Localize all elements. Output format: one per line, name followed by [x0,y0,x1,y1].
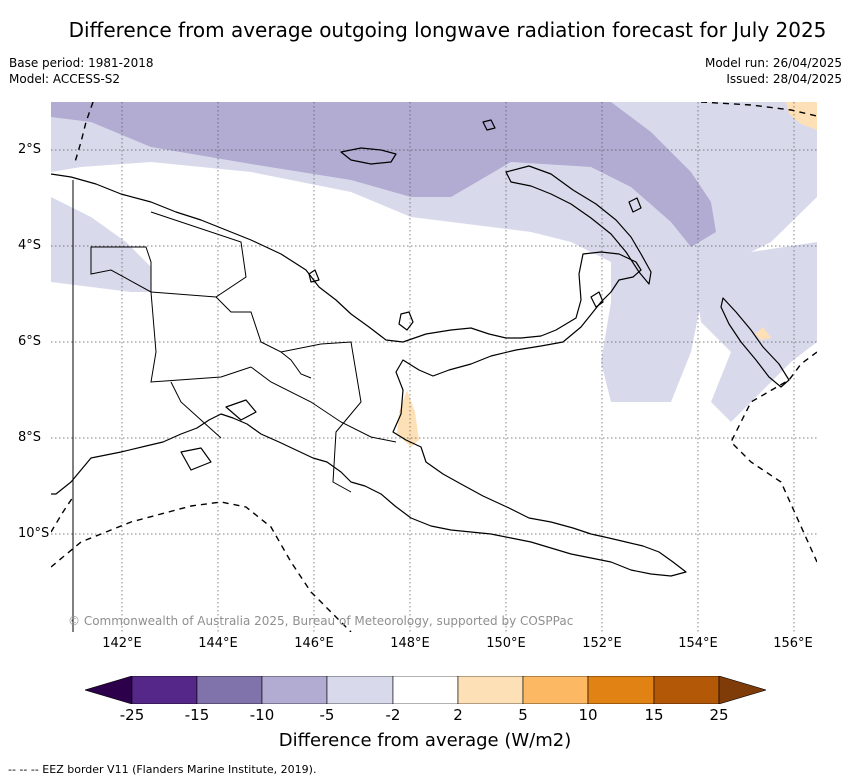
model-run: Model run: 26/04/2025 [704,56,842,70]
coastline-bougainville [720,297,790,388]
coastline-island-6 [628,197,642,213]
colorbar-bin [131,676,198,704]
x-tick-label: 156°E [773,636,813,651]
coastline-new-guinea [51,173,687,577]
border-7 [170,381,222,439]
colorbar-bin [392,676,459,704]
eez-border-s [51,501,352,632]
colorbar-tick-label: 25 [709,706,729,724]
eez-border-se [730,351,817,563]
province-borders [72,180,397,632]
coastline-new-ireland [505,165,652,285]
border-6 [320,341,362,493]
coastline-island-1 [398,311,414,331]
coastline-island-4 [180,447,212,471]
coastline-island-3 [225,399,257,421]
colorbar [85,676,766,704]
eez-legend-note: -- -- -- EEZ border V11 (Flanders Marine… [8,763,317,776]
colorbar-bin [522,676,589,704]
anomaly-shading [51,102,817,447]
anomaly-region-mid-negative [51,102,716,247]
x-tick-label: 142°E [102,636,142,651]
eez-border-sw [51,496,74,533]
x-tick-label: 154°E [678,636,718,651]
model-name: Model: ACCESS-S2 [9,72,121,86]
y-tick-label: 10°S [18,526,50,541]
issued-date: Issued: 28/04/2025 [726,72,842,86]
anomaly-region-positive-central [397,390,419,447]
x-tick-label: 144°E [198,636,238,651]
anomaly-region-light-negative-west [51,197,151,292]
colorbar-tick-label: -2 [385,706,401,724]
colorbar-bin [261,676,328,704]
eez-border-ne [700,102,817,117]
olr-anomaly-map [51,102,817,632]
colorbar-bin [653,676,720,704]
border-8 [280,351,312,379]
copyright-notice: © Commonwealth of Australia 2025, Bureau… [68,614,574,628]
border-3 [150,291,252,383]
colorbar-bin [326,676,394,704]
colorbar-tick-label: 5 [518,706,528,724]
anomaly-region-light-negative-east [691,242,817,422]
coastlines [51,119,790,577]
metadata-left: Base period: 1981-2018 Model: ACCESS-S2 [9,55,154,87]
anomaly-region-positive-ne [786,102,817,130]
colorbar-tick-label: -25 [119,706,145,724]
y-tick-label: 4°S [18,238,42,253]
eez-borders [51,102,817,632]
x-tick-label: 150°E [486,636,526,651]
border-5 [250,366,397,443]
border-4 [215,296,322,353]
colorbar-tick-label: 15 [644,706,664,724]
colorbar-bin [587,676,655,704]
colorbar-tick-label: -10 [249,706,275,724]
x-tick-label: 146°E [294,636,334,651]
x-tick-label: 148°E [390,636,430,651]
colorbar-tick-label: 10 [578,706,598,724]
colorbar-extend-low [85,676,133,704]
map-title: Difference from average outgoing longwav… [68,18,827,42]
coastline-manus [340,147,397,165]
colorbar-extend-high [718,676,766,704]
graticule [51,102,817,632]
y-tick-label: 2°S [18,142,42,157]
colorbar-bin [196,676,263,704]
border-2 [150,211,247,298]
coastline-island-5 [590,291,604,308]
colorbar-tick-label: 2 [453,706,463,724]
metadata-right: Model run: 26/04/2025 Issued: 28/04/2025 [705,55,842,87]
y-tick-label: 8°S [18,430,42,445]
anomaly-region-positive-east [755,327,771,340]
colorbar-tick-label: -15 [184,706,210,724]
map-panel [51,102,817,632]
coastline-island-2 [308,269,320,283]
base-period: Base period: 1981-2018 [9,56,154,70]
colorbar-tick-label: -5 [319,706,335,724]
y-tick-label: 6°S [18,334,42,349]
x-tick-label: 152°E [582,636,622,651]
colorbar-bin [457,676,524,704]
coastline-new-britain-small [482,119,496,131]
colorbar-title: Difference from average (W/m2) [278,730,572,751]
